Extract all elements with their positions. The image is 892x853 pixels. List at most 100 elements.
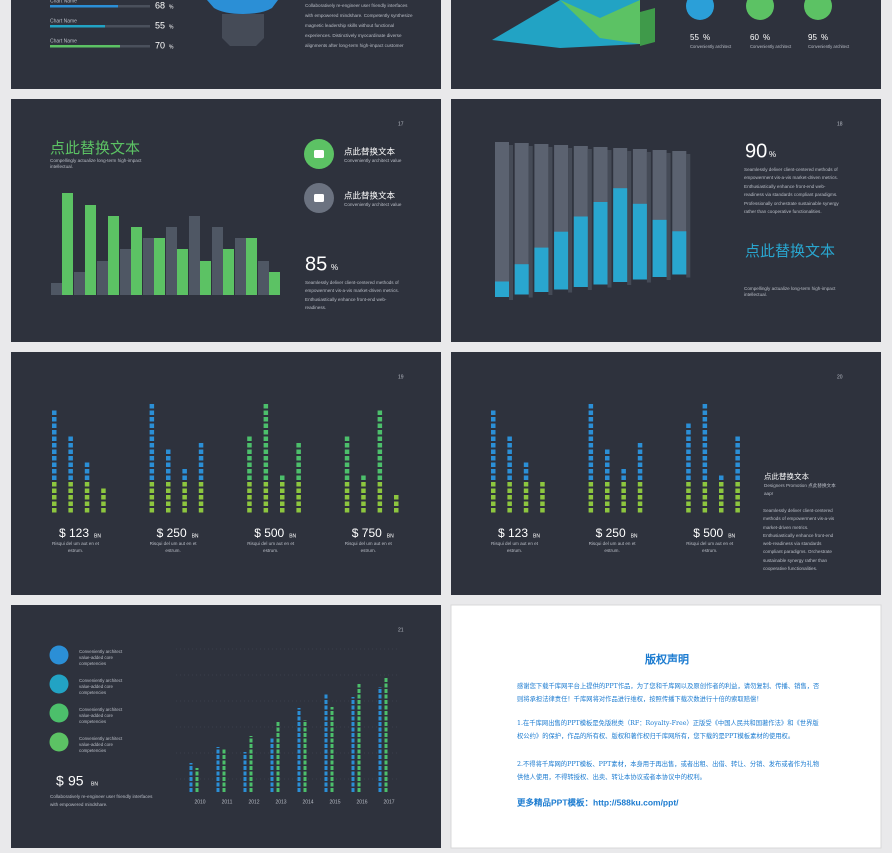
dot bbox=[166, 482, 171, 487]
bar bbox=[632, 203, 647, 280]
paragraph: Conveniently architect value-added core … bbox=[79, 649, 123, 666]
dot bbox=[702, 423, 708, 428]
paragraph-box: Compellingly actualize long-term high-im… bbox=[744, 286, 836, 297]
bar bbox=[200, 261, 211, 295]
bar-side bbox=[509, 145, 513, 300]
bar bbox=[131, 227, 142, 295]
item-value: 55 bbox=[155, 20, 165, 30]
stat-label: Conveniently architect bbox=[750, 44, 792, 49]
unit: BN bbox=[533, 533, 540, 539]
slide-title: 点此替换文本 bbox=[745, 243, 835, 260]
dot bbox=[344, 456, 350, 461]
paragraph: Collaboratively re-engineer user friendl… bbox=[50, 794, 153, 807]
dot-column bbox=[540, 482, 545, 513]
dot bbox=[588, 495, 594, 500]
dot bbox=[182, 488, 187, 493]
dot bbox=[588, 475, 594, 480]
dot bbox=[149, 482, 155, 487]
dot bbox=[166, 469, 171, 474]
bar bbox=[223, 249, 234, 295]
unit: BN bbox=[94, 533, 101, 539]
stat-value: 55 bbox=[690, 33, 699, 42]
dot bbox=[52, 449, 57, 454]
dot bbox=[621, 488, 626, 493]
bar-side bbox=[528, 146, 533, 298]
dot bbox=[280, 488, 285, 493]
dot bbox=[296, 475, 301, 480]
dot bbox=[296, 443, 301, 448]
dot bbox=[247, 469, 252, 474]
dot bbox=[52, 482, 57, 487]
feature-title: 点此替换文本 bbox=[344, 146, 396, 156]
dot bbox=[68, 482, 73, 487]
dot bbox=[263, 475, 269, 480]
dot bbox=[166, 495, 171, 500]
dot bbox=[588, 462, 594, 467]
dot bbox=[344, 495, 350, 500]
paragraph-box: Collaboratively re-engineer user friendl… bbox=[50, 794, 153, 807]
dot bbox=[166, 462, 171, 467]
dot bbox=[296, 501, 301, 506]
unit: BN bbox=[728, 533, 735, 539]
paragraph-box: Risqui del um aut en et estrum. bbox=[150, 541, 197, 553]
dot bbox=[263, 430, 269, 435]
dot bbox=[605, 508, 610, 513]
paragraph: Compellingly actualize long-term high-im… bbox=[744, 286, 836, 297]
dot bbox=[68, 469, 73, 474]
dot bbox=[84, 469, 90, 474]
paragraph-box: Risqui del um aut en et estrum. bbox=[247, 541, 294, 553]
dot bbox=[491, 430, 496, 435]
dot-column bbox=[702, 404, 708, 513]
dot bbox=[84, 462, 90, 467]
bar bbox=[235, 238, 246, 295]
item-label: Chart Name bbox=[50, 18, 77, 24]
stat-label: Conveniently architect bbox=[808, 44, 850, 49]
dot bbox=[198, 462, 204, 467]
dot bbox=[361, 475, 366, 480]
dot bbox=[149, 462, 155, 467]
dot bbox=[280, 501, 285, 506]
dot-column bbox=[68, 436, 73, 513]
dot bbox=[149, 430, 155, 435]
dot bbox=[263, 423, 269, 428]
dot bbox=[702, 417, 708, 422]
dot bbox=[166, 456, 171, 461]
paragraph-box: Conveniently architect value-added core … bbox=[79, 707, 123, 724]
stat-label: Conveniently architect bbox=[690, 44, 732, 49]
dot bbox=[296, 469, 301, 474]
amount: 750 bbox=[362, 526, 382, 540]
page-number: 17 bbox=[398, 121, 404, 127]
bar bbox=[573, 216, 588, 287]
dot bbox=[605, 462, 610, 467]
dot bbox=[166, 475, 171, 480]
dot bbox=[637, 482, 643, 487]
dot bbox=[247, 482, 252, 487]
unit: BN bbox=[192, 533, 199, 539]
dot bbox=[377, 488, 383, 493]
paragraph: Conveniently architect value-added core … bbox=[79, 707, 123, 724]
dot bbox=[735, 495, 740, 500]
dot bbox=[605, 449, 610, 454]
dot bbox=[68, 475, 73, 480]
dot bbox=[68, 495, 73, 500]
progress bbox=[50, 25, 105, 28]
stat-value: 85 bbox=[305, 253, 327, 275]
bulb-base bbox=[222, 14, 264, 46]
dot bbox=[182, 495, 187, 500]
dot bbox=[621, 469, 626, 474]
stat-value: 60 bbox=[750, 33, 759, 42]
dot bbox=[344, 443, 350, 448]
dot bbox=[621, 495, 626, 500]
dot bbox=[280, 495, 285, 500]
dot bbox=[263, 495, 269, 500]
dot bbox=[149, 417, 155, 422]
bar bbox=[74, 272, 85, 295]
dot bbox=[491, 423, 496, 428]
dot bbox=[507, 501, 512, 506]
dot bbox=[247, 462, 252, 467]
bar bbox=[108, 216, 119, 295]
bar-side bbox=[627, 151, 632, 285]
dot bbox=[296, 462, 301, 467]
dot bbox=[637, 456, 643, 461]
dot bbox=[52, 436, 57, 441]
